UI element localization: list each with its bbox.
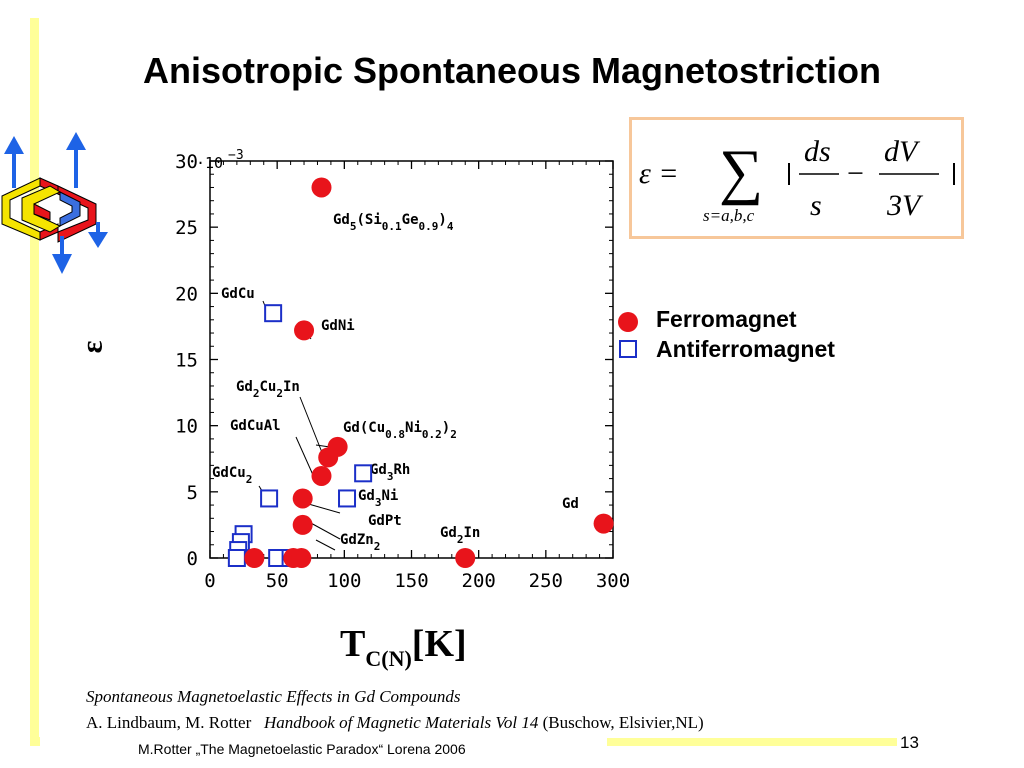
- ferromagnet-point: [311, 465, 332, 486]
- legend-item-antiferro: Antiferromagnet: [616, 334, 835, 364]
- formula-term2-den: 3V: [886, 189, 924, 222]
- point-annotation: GdCu2: [212, 465, 252, 486]
- citation-reference: A. Lindbaum, M. Rotter Handbook of Magne…: [86, 713, 704, 733]
- point-annotation: GdCu: [221, 286, 255, 302]
- x-axis-label-sub: C(N): [365, 646, 412, 671]
- sum-symbol-icon: ∑: [719, 138, 763, 206]
- formula-term1-den: s: [810, 189, 822, 222]
- point-annotation: GdCuAl: [230, 418, 281, 434]
- point-annotation: Gd3Ni: [358, 488, 398, 509]
- antiferromagnet-point: [338, 489, 357, 508]
- citation-book: Handbook of Magnetic Materials Vol 14: [264, 713, 539, 732]
- x-axis-label: TC(N)[K]: [340, 622, 467, 671]
- legend-label-antiferro: Antiferromagnet: [656, 335, 835, 362]
- annotation-leader-line: [299, 396, 324, 456]
- formula-minus: −: [847, 157, 864, 190]
- accent-bar-corner: [30, 737, 40, 746]
- point-annotation: Gd5(Si0.1Ge0.9)4: [333, 212, 454, 233]
- x-tick-label: 150: [394, 570, 428, 592]
- formula: ε = ∑ s=a,b,c ds s − dV 3V: [639, 135, 955, 225]
- antiferromagnet-point: [260, 489, 279, 508]
- page-number: 13: [900, 733, 919, 752]
- citation-authors: A. Lindbaum, M. Rotter: [86, 713, 252, 732]
- point-annotation: Gd3Rh: [370, 462, 410, 483]
- ferromagnet-point: [291, 548, 312, 568]
- ferromagnet-point: [318, 447, 339, 468]
- x-tick-label: 200: [462, 570, 496, 592]
- legend-item-ferro: Ferromagnet: [616, 304, 797, 334]
- slide-footer: M.Rotter „The Magnetoelastic Paradox“ Lo…: [138, 741, 466, 757]
- ferromagnet-point: [292, 514, 313, 535]
- x-tick-label: 0: [204, 570, 215, 592]
- point-annotation: Gd(Cu0.8Ni0.2)2: [343, 420, 457, 441]
- slide-title: Anisotropic Spontaneous Magnetostriction: [142, 50, 882, 91]
- citation-title: Spontaneous Magnetoelastic Effects in Gd…: [86, 687, 461, 706]
- x-axis-label-unit: [K]: [411, 623, 467, 665]
- ferromagnet-point: [593, 513, 614, 534]
- legend-label-ferro: Ferromagnet: [656, 305, 797, 332]
- y-tick-label: 5: [187, 482, 198, 504]
- chart-legend: Ferromagnet Antiferromagnet: [616, 298, 916, 364]
- accent-bar-left: [30, 18, 39, 746]
- y-tick-label: 20: [175, 283, 198, 305]
- x-tick-label: 100: [327, 570, 361, 592]
- antiferromagnet-point: [227, 549, 246, 567]
- y-multiplier-exponent: −3: [228, 148, 244, 163]
- point-annotation: Gd2Cu2In: [236, 379, 300, 400]
- annotation-leader-line: [295, 436, 314, 476]
- ferromagnet-point: [292, 488, 313, 509]
- x-tick-label: 250: [529, 570, 563, 592]
- ferromagnet-point: [455, 548, 476, 568]
- formula-term2-num: dV: [884, 135, 921, 168]
- magnetostriction-logo-icon: [1, 132, 108, 274]
- antiferromagnet-point: [264, 304, 283, 323]
- formula-box: [629, 117, 964, 239]
- x-tick-label: 50: [266, 570, 289, 592]
- y-tick-label: 30: [175, 151, 198, 173]
- formula-lhs: ε =: [639, 157, 679, 190]
- legend-filled-circle-icon: [618, 312, 638, 332]
- ferromagnet-point: [244, 548, 265, 568]
- annotation-leader-line: [315, 539, 336, 551]
- y-axis-label: ε: [75, 340, 109, 354]
- y-tick-label: 15: [175, 350, 198, 372]
- legend-open-square-icon: [619, 340, 637, 358]
- citation-publisher: (Buschow, Elsivier,NL): [542, 713, 704, 732]
- formula-sum-index: s=a,b,c: [703, 206, 755, 225]
- point-annotation: GdNi: [321, 318, 355, 334]
- ferromagnet-point: [311, 177, 332, 198]
- point-annotation: GdZn2: [340, 532, 380, 553]
- x-tick-label: 300: [596, 570, 630, 592]
- point-annotation: Gd2In: [440, 525, 480, 546]
- ferromagnet-point: [294, 320, 315, 341]
- point-annotation: GdPt: [368, 513, 402, 529]
- annotation-leader-line: [308, 521, 341, 540]
- y-multiplier-label: ·10: [196, 154, 223, 172]
- point-annotation: Gd: [562, 496, 579, 512]
- formula-term1-num: ds: [804, 135, 831, 168]
- accent-bar-bottom: [607, 738, 897, 746]
- y-tick-label: 25: [175, 217, 198, 239]
- y-tick-label: 0: [187, 548, 198, 570]
- x-axis-label-main: T: [340, 623, 366, 665]
- y-tick-label: 10: [175, 416, 198, 438]
- annotation-leader-line: [304, 502, 341, 514]
- antiferromagnet-point: [354, 464, 373, 483]
